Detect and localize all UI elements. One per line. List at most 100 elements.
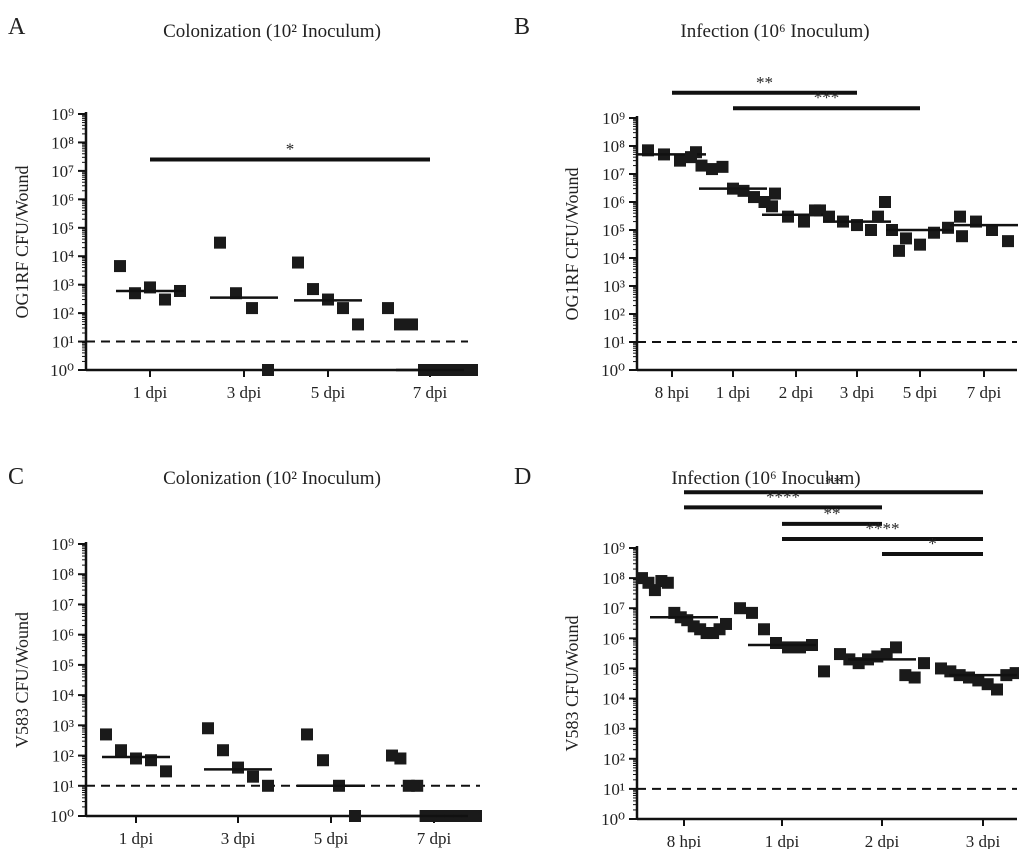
y-tick-label: 10⁰: [601, 810, 625, 829]
chart-title: Colonization (10² Inoculum): [163, 468, 381, 489]
data-point: [737, 184, 750, 197]
panel-d: D Infection (10⁶ Inoculum) V583 CFU/Wound 1…: [514, 464, 1019, 849]
data-point: [928, 226, 940, 239]
data-point: [411, 779, 424, 792]
x-tick-label: 2 dpi: [865, 832, 900, 849]
data-point: [880, 648, 893, 661]
significance-label: ****: [766, 487, 800, 506]
data-point: [217, 744, 229, 757]
data-point: [674, 154, 686, 167]
data-point: [872, 210, 884, 223]
y-tick-label: 10³: [52, 716, 74, 735]
data-point: [879, 196, 891, 208]
data-point: [214, 236, 226, 249]
data-point: [769, 187, 781, 200]
data-point: [1009, 667, 1019, 680]
panel-letter: C: [8, 464, 24, 490]
y-tick-label: 10⁴: [51, 247, 74, 266]
data-point: [798, 215, 810, 228]
data-point: [394, 752, 407, 765]
data-point: [893, 244, 905, 257]
panel-letter: A: [8, 14, 26, 40]
x-tick-label: 7 dpi: [967, 383, 1002, 402]
x-tick-label: 1 dpi: [716, 383, 751, 402]
y-tick-label: 10⁶: [602, 629, 625, 648]
data-point: [262, 779, 274, 792]
data-point: [746, 606, 758, 619]
y-tick-label: 10³: [603, 720, 625, 739]
data-point: [232, 761, 244, 774]
panel-letter: B: [514, 14, 530, 40]
data-point: [706, 163, 718, 176]
data-point: [160, 765, 172, 778]
significance-label: ***: [814, 88, 840, 107]
x-tick-label: 5 dpi: [314, 829, 349, 848]
chart-title: Colonization (10² Inoculum): [163, 21, 381, 42]
data-point: [695, 159, 708, 172]
data-point: [382, 302, 394, 315]
data-point: [954, 210, 966, 223]
y-tick-label: 10⁵: [51, 219, 74, 238]
data-point: [782, 641, 794, 654]
data-point: [914, 238, 926, 251]
significance-label: **: [824, 504, 841, 523]
y-tick-label: 10³: [603, 277, 625, 296]
significance-label: **: [756, 73, 773, 92]
data-point: [114, 260, 126, 273]
data-point: [908, 671, 921, 684]
data-point: [130, 752, 142, 765]
y-tick-label: 10⁶: [602, 193, 625, 212]
panel-b: B Infection (10⁶ Inoculum) OG1RF CFU/Wound…: [514, 14, 1018, 402]
data-point: [918, 657, 930, 670]
y-tick-label: 10⁶: [51, 190, 74, 209]
data-point: [770, 636, 782, 649]
data-point: [470, 810, 482, 822]
y-tick-label: 10⁹: [602, 539, 625, 558]
data-point: [129, 287, 141, 300]
data-point: [986, 224, 998, 236]
data-point: [247, 770, 259, 783]
y-tick-label: 10¹: [52, 777, 74, 796]
data-point: [406, 318, 418, 331]
x-tick-label: 7 dpi: [413, 383, 448, 402]
x-tick-label: 2 dpi: [779, 383, 814, 402]
y-tick-label: 10⁵: [602, 221, 625, 240]
data-point: [685, 151, 697, 164]
y-tick-label: 10⁸: [602, 569, 625, 588]
y-tick-label: 10¹: [603, 333, 625, 352]
chart-title: Infection (10⁶ Inoculum): [680, 21, 869, 42]
data-point: [716, 160, 729, 173]
y-axis-label: V583 CFU/Wound: [562, 615, 582, 751]
data-point: [115, 744, 127, 757]
chart-title: Infection (10⁶ Inoculum): [671, 468, 860, 489]
x-tick-label: 1 dpi: [119, 829, 154, 848]
y-tick-label: 10⁵: [51, 656, 74, 675]
y-tick-label: 10⁸: [51, 565, 74, 584]
y-tick-label: 10⁷: [602, 165, 625, 184]
data-point: [648, 584, 661, 597]
y-tick-label: 10⁰: [50, 807, 74, 826]
data-point: [466, 364, 478, 376]
y-tick-label: 10³: [52, 276, 74, 295]
y-tick-label: 10⁸: [51, 133, 74, 152]
data-point: [865, 224, 877, 236]
data-point: [301, 728, 313, 741]
data-point: [956, 230, 968, 243]
data-point: [890, 641, 902, 654]
y-tick-label: 10⁷: [51, 595, 74, 614]
data-point: [352, 318, 364, 331]
x-tick-label: 5 dpi: [311, 383, 346, 402]
data-point: [972, 674, 985, 687]
significance-label: **: [825, 472, 842, 491]
panel-a: A Colonization (10² Inoculum) OG1RF CFU/Wo…: [8, 14, 478, 402]
data-point: [900, 232, 912, 245]
data-point: [823, 210, 835, 223]
y-tick-label: 10⁰: [601, 361, 625, 380]
x-tick-label: 8 hpi: [655, 383, 690, 402]
data-point: [758, 623, 770, 636]
y-tick-label: 10⁹: [51, 105, 74, 124]
y-tick-label: 10⁷: [602, 599, 625, 618]
data-point: [809, 204, 821, 217]
x-tick-label: 1 dpi: [133, 383, 168, 402]
y-tick-label: 10⁸: [602, 137, 625, 156]
